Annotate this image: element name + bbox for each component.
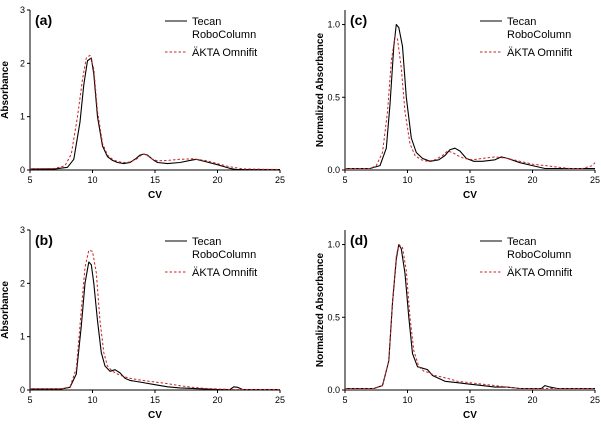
series-line-omnifit bbox=[345, 35, 596, 169]
legend-label: RoboColumn bbox=[507, 249, 571, 261]
panel-label: (a) bbox=[35, 12, 52, 28]
panel-label: (d) bbox=[350, 232, 368, 248]
panel-c: 5 10 15 20 25 0.0 0.5 1.0 CV Normalized Absorbanc… bbox=[315, 10, 600, 201]
x-tick-label: 25 bbox=[275, 175, 285, 185]
x-tick-label: 5 bbox=[27, 175, 32, 185]
x-tick-label: 25 bbox=[590, 175, 600, 185]
legend-label: RoboColumn bbox=[192, 29, 256, 41]
panel-a: 5 10 15 20 25 0 1 2 3 CV Absorbance (a) TecanRoboCol… bbox=[0, 5, 285, 201]
x-tick-label: 15 bbox=[465, 395, 475, 405]
series-line-robocolumn bbox=[30, 261, 280, 391]
y-axis-title: Normalized Absorbance bbox=[315, 33, 326, 148]
y-tick-label: 0.0 bbox=[327, 165, 340, 175]
x-tick-label: 20 bbox=[527, 175, 537, 185]
legend-label: ÄKTA Omnifit bbox=[192, 47, 257, 59]
y-tick-label: 3 bbox=[20, 225, 25, 235]
y-tick-label: 2 bbox=[20, 278, 25, 288]
panel-label: (b) bbox=[35, 232, 53, 248]
legend-label: ÄKTA Omnifit bbox=[507, 267, 572, 279]
y-tick-label: 3 bbox=[20, 5, 25, 15]
y-axis-title: Absorbance bbox=[0, 61, 11, 119]
y-tick-label: 1 bbox=[20, 112, 25, 122]
x-tick-label: 10 bbox=[87, 395, 97, 405]
x-tick-label: 15 bbox=[150, 395, 160, 405]
y-tick-label: 0.5 bbox=[327, 92, 340, 102]
x-tick-label: 20 bbox=[212, 175, 222, 185]
x-tick-label: 15 bbox=[465, 175, 475, 185]
y-tick-label: 0 bbox=[20, 385, 25, 395]
y-tick-label: 1.0 bbox=[327, 240, 340, 250]
y-axis-title: Absorbance bbox=[0, 281, 11, 339]
panel-label: (c) bbox=[350, 12, 367, 28]
x-tick-label: 5 bbox=[27, 395, 32, 405]
x-tick-label: 5 bbox=[342, 175, 347, 185]
legend-label: ÄKTA Omnifit bbox=[192, 267, 257, 279]
y-tick-label: 0 bbox=[20, 165, 25, 175]
x-axis-title: CV bbox=[463, 190, 477, 201]
legend-label: Tecan bbox=[192, 16, 221, 28]
x-tick-label: 10 bbox=[87, 175, 97, 185]
x-tick-label: 25 bbox=[275, 395, 285, 405]
legend-label: Tecan bbox=[507, 236, 536, 248]
x-tick-label: 10 bbox=[402, 395, 412, 405]
legend-label: ÄKTA Omnifit bbox=[507, 47, 572, 59]
series-line-omnifit bbox=[29, 54, 281, 170]
x-axis-title: CV bbox=[463, 410, 477, 421]
y-tick-label: 1 bbox=[20, 332, 25, 342]
y-axis-title: Normalized Absorbance bbox=[315, 253, 326, 368]
y-tick-label: 0.0 bbox=[327, 385, 340, 395]
x-tick-label: 20 bbox=[212, 395, 222, 405]
legend-label: Tecan bbox=[507, 16, 536, 28]
x-axis-title: CV bbox=[148, 410, 162, 421]
x-axis-title: CV bbox=[148, 190, 162, 201]
legend-label: RoboColumn bbox=[507, 29, 571, 41]
y-tick-label: 1.0 bbox=[327, 20, 340, 30]
x-tick-label: 10 bbox=[402, 175, 412, 185]
series-line-omnifit bbox=[30, 249, 280, 390]
y-tick-label: 2 bbox=[20, 58, 25, 68]
x-tick-label: 5 bbox=[342, 395, 347, 405]
legend-label: Tecan bbox=[192, 236, 221, 248]
series-line-robocolumn bbox=[30, 57, 280, 171]
x-tick-label: 20 bbox=[527, 395, 537, 405]
series-line-robocolumn bbox=[345, 23, 595, 170]
panel-b: 5 10 15 20 25 0 1 2 3 CV Absorbance (b) TecanRoboCol… bbox=[0, 225, 285, 421]
panel-d: 5 10 15 20 25 0.0 0.5 1.0 CV Normalized Absorbanc… bbox=[315, 230, 600, 421]
legend-label: RoboColumn bbox=[192, 249, 256, 261]
x-tick-label: 25 bbox=[590, 395, 600, 405]
x-tick-label: 15 bbox=[150, 175, 160, 185]
series-line-omnifit bbox=[345, 244, 595, 389]
y-tick-label: 0.5 bbox=[327, 312, 340, 322]
